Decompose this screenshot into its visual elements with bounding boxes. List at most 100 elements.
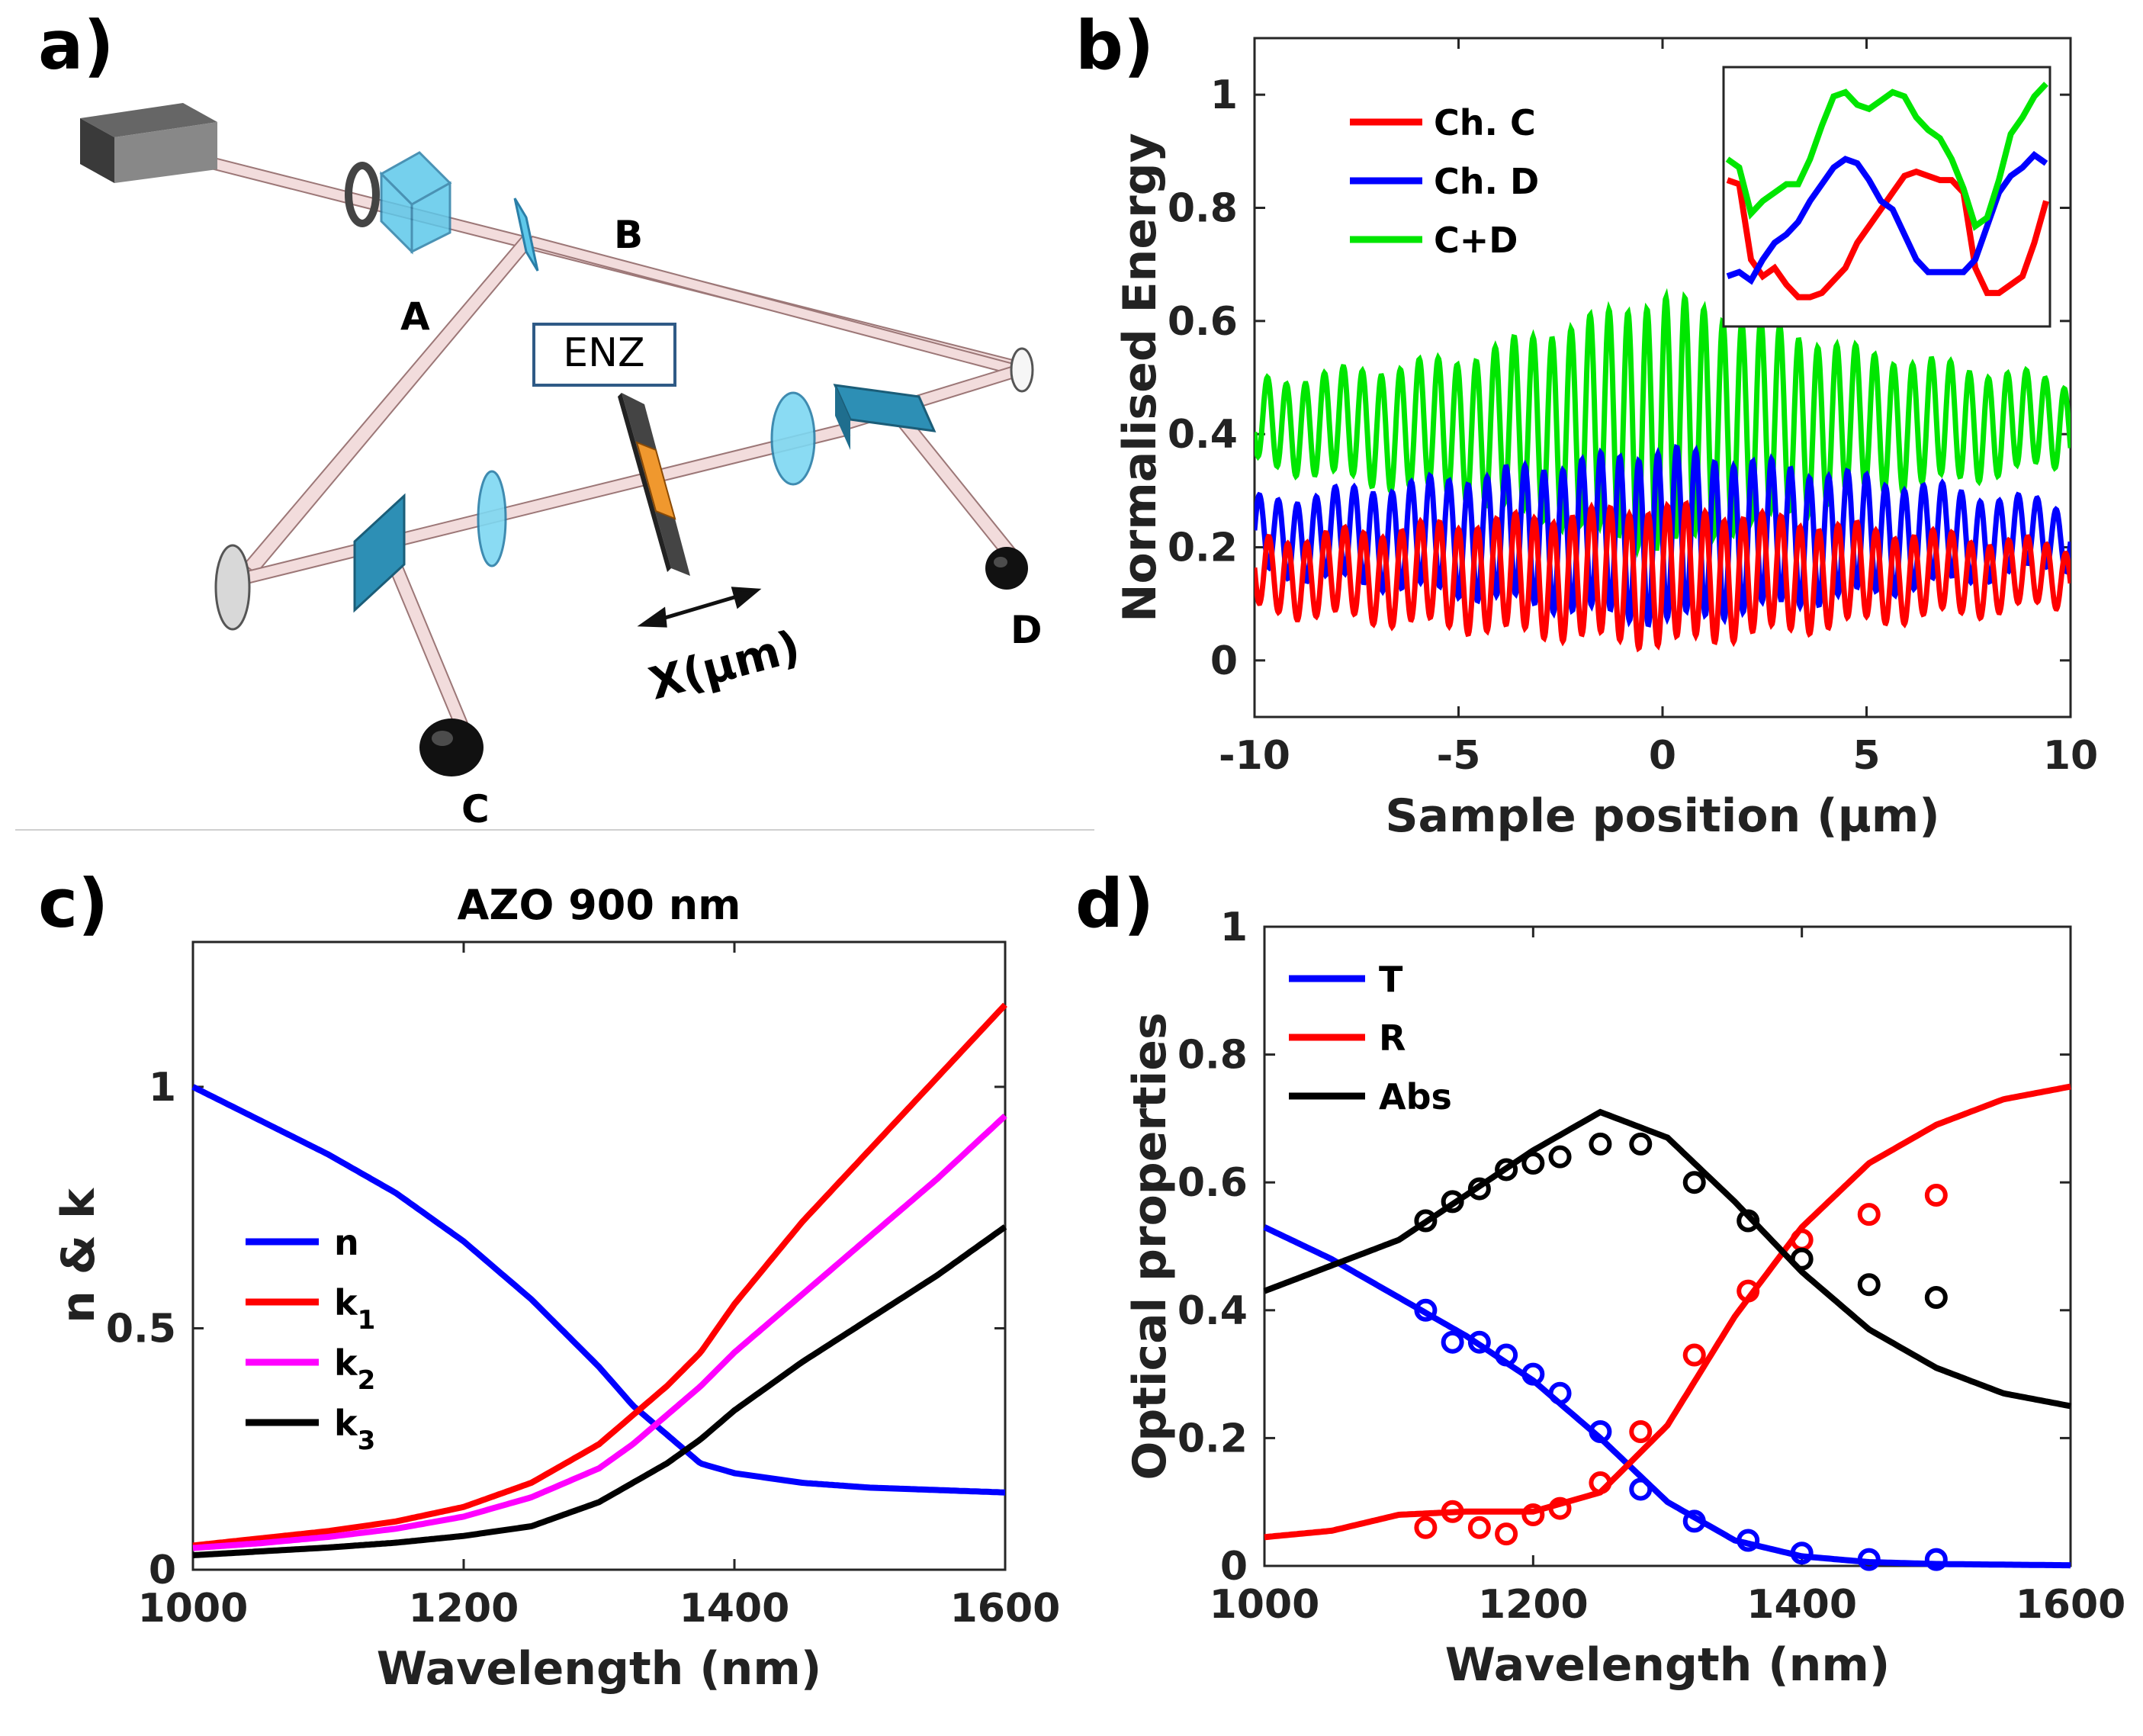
chart-c-series-k3 xyxy=(192,1224,1007,1558)
chart-d-legend-label: T xyxy=(1379,959,1403,1000)
iris-ring xyxy=(345,162,380,227)
chart-d-point-r xyxy=(1629,1420,1653,1444)
chart-d-ytick-label: 1 xyxy=(1220,905,1248,950)
chart-b-inset-series-chc xyxy=(1726,168,2049,301)
chart-c-xtick-label: 1600 xyxy=(950,1586,1061,1632)
chart-c-legend-subscript: 2 xyxy=(358,1365,376,1396)
detector-c xyxy=(419,719,484,776)
chart-b-ytick-label: 0 xyxy=(1210,638,1238,684)
chart-c-title: AZO 900 nm xyxy=(458,881,741,929)
chart-c: 1000 1200 1400 1600 0 0.5 1 Wavelength (nm) n & … xyxy=(52,881,1060,1696)
chart-d-point-abs xyxy=(1521,1152,1545,1175)
panel-label-c: c) xyxy=(38,864,108,943)
beam-to-detector-d xyxy=(891,409,1019,562)
chart-c-ytick-label: 0 xyxy=(149,1548,176,1593)
splitter-c xyxy=(353,493,406,613)
chart-b-x-axis-label: Sample position (μm) xyxy=(1385,789,1939,843)
chart-b-ytick-label: 0.6 xyxy=(1168,299,1238,345)
chart-d-point-t xyxy=(1629,1477,1653,1501)
chart-d-xtick-label: 1000 xyxy=(1210,1582,1320,1628)
chart-d-point-abs xyxy=(1441,1190,1464,1214)
chart-b-y-axis-label: Normalised Energy xyxy=(1113,133,1167,622)
chart-c-x-axis-label: Wavelength (nm) xyxy=(377,1642,822,1696)
optical-setup-diagram: ENZ X(μm) A B C D xyxy=(80,103,1043,831)
chart-c-legend-subscript: 1 xyxy=(358,1305,376,1336)
chart-d-point-t xyxy=(1589,1420,1612,1444)
mirror-right xyxy=(1010,347,1034,393)
chart-d-point-t xyxy=(1467,1330,1491,1354)
translation-axis-label: X(μm) xyxy=(644,620,805,710)
panel-label-b: b) xyxy=(1075,6,1154,85)
splitter-a xyxy=(513,198,539,272)
chart-d-ytick-label: 0 xyxy=(1220,1544,1248,1590)
chart-d-xtick-label: 1200 xyxy=(1478,1582,1589,1628)
chart-d-y-axis-label: Optical properties xyxy=(1123,1012,1177,1480)
chart-b-ytick-label: 0.8 xyxy=(1168,186,1238,232)
chart-b-inset-series-cd xyxy=(1725,82,2048,231)
chart-b-series-chc xyxy=(1255,500,2071,653)
splitter-d xyxy=(833,384,937,432)
chart-d-point-t xyxy=(1548,1381,1572,1405)
chart-d-point-r xyxy=(1589,1471,1612,1495)
enz-sample xyxy=(618,393,690,576)
laser-source xyxy=(80,103,217,183)
chart-d-point-t xyxy=(1441,1330,1464,1354)
chart-d-ytick-label: 0.6 xyxy=(1178,1160,1248,1206)
label-a: A xyxy=(400,294,430,339)
chart-d-legend-label: R xyxy=(1379,1017,1406,1059)
chart-d-point-r xyxy=(1521,1503,1545,1526)
chart-d-point-r xyxy=(1441,1500,1464,1523)
beam-through-sample xyxy=(243,422,851,585)
chart-d-point-t xyxy=(1790,1542,1814,1565)
chart-b-xtick-label: 5 xyxy=(1852,733,1880,779)
chart-b-ytick-label: 0.2 xyxy=(1168,526,1238,571)
chart-d-series-r xyxy=(1264,1083,2071,1541)
chart-b-ytick-label: 1 xyxy=(1210,72,1238,118)
chart-d-point-abs xyxy=(1737,1209,1760,1233)
chart-d-point-abs xyxy=(1589,1132,1612,1156)
enz-label-box xyxy=(532,323,676,387)
chart-b-legend-label: Ch. C xyxy=(1434,102,1536,143)
chart-b-inset-series-chd xyxy=(1726,150,2048,285)
chart-d-point-t xyxy=(1414,1298,1438,1322)
chart-b-xtick-label: -10 xyxy=(1219,733,1290,779)
chart-d-point-r xyxy=(1414,1516,1438,1539)
chart-c-plot-area xyxy=(191,940,1007,1571)
translation-arrow xyxy=(637,587,762,628)
chart-d-x-axis-label: Wavelength (nm) xyxy=(1445,1638,1891,1692)
chart-c-legend-label: n xyxy=(334,1222,359,1263)
chart-d-point-t xyxy=(1495,1343,1518,1367)
chart-d-point-abs xyxy=(1682,1171,1706,1194)
chart-d-series-t xyxy=(1263,1224,2071,1569)
panel-label-a: a) xyxy=(38,6,114,85)
chart-d-xtick-label: 1600 xyxy=(2016,1582,2126,1628)
chart-b-legend-label: C+D xyxy=(1434,220,1518,261)
chart-d-point-r xyxy=(1682,1343,1706,1367)
chart-b: -10 -5 0 5 10 0 0.2 0.4 0.6 0.8 1 Sample position (… xyxy=(1113,37,2098,843)
chart-d-point-t xyxy=(1857,1548,1881,1571)
chart-c-series-n xyxy=(191,1084,1006,1496)
chart-c-xtick-label: 1000 xyxy=(138,1586,249,1632)
chart-d-legend-label: Abs xyxy=(1379,1076,1452,1117)
label-b: B xyxy=(614,213,643,257)
chart-c-ytick-label: 0.5 xyxy=(106,1306,176,1352)
chart-b-xtick-label: -5 xyxy=(1437,733,1481,779)
chart-d-ytick-label: 0.2 xyxy=(1178,1416,1248,1461)
chart-d-point-r xyxy=(1857,1203,1881,1226)
chart-d-point-t xyxy=(1924,1548,1948,1571)
label-c: C xyxy=(461,787,490,831)
chart-b-xtick-label: 10 xyxy=(2043,733,2098,779)
chart-c-y-axis-label: n & k xyxy=(52,1187,105,1323)
chart-d-point-t xyxy=(1682,1509,1706,1533)
chart-c-xtick-label: 1200 xyxy=(409,1586,519,1632)
chart-d-point-r xyxy=(1467,1516,1491,1539)
chart-d-ytick-label: 0.4 xyxy=(1178,1288,1248,1334)
label-d: D xyxy=(1010,608,1043,652)
chart-c-xtick-label: 1400 xyxy=(680,1586,790,1632)
panel-label-d: d) xyxy=(1075,864,1154,943)
beam-splitter-cube xyxy=(379,151,452,255)
chart-d-plot-area xyxy=(1263,925,2072,1567)
chart-d-point-abs xyxy=(1857,1273,1881,1297)
chart-c-legend-subscript: 3 xyxy=(358,1426,376,1456)
chart-d-ytick-label: 0.8 xyxy=(1178,1033,1248,1079)
